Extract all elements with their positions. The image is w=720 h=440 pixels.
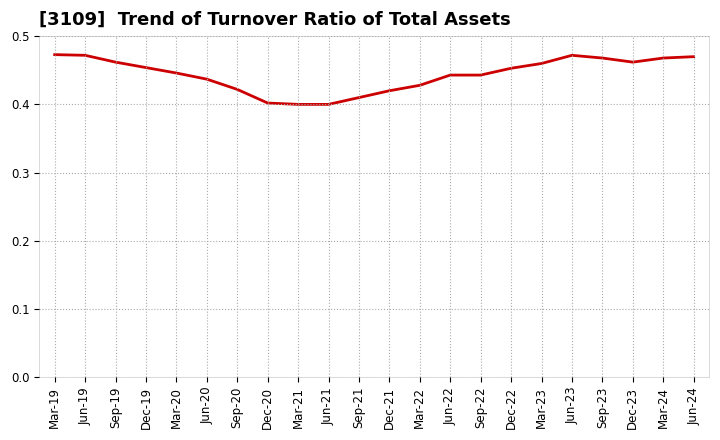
Text: [3109]  Trend of Turnover Ratio of Total Assets: [3109] Trend of Turnover Ratio of Total … (40, 11, 511, 29)
